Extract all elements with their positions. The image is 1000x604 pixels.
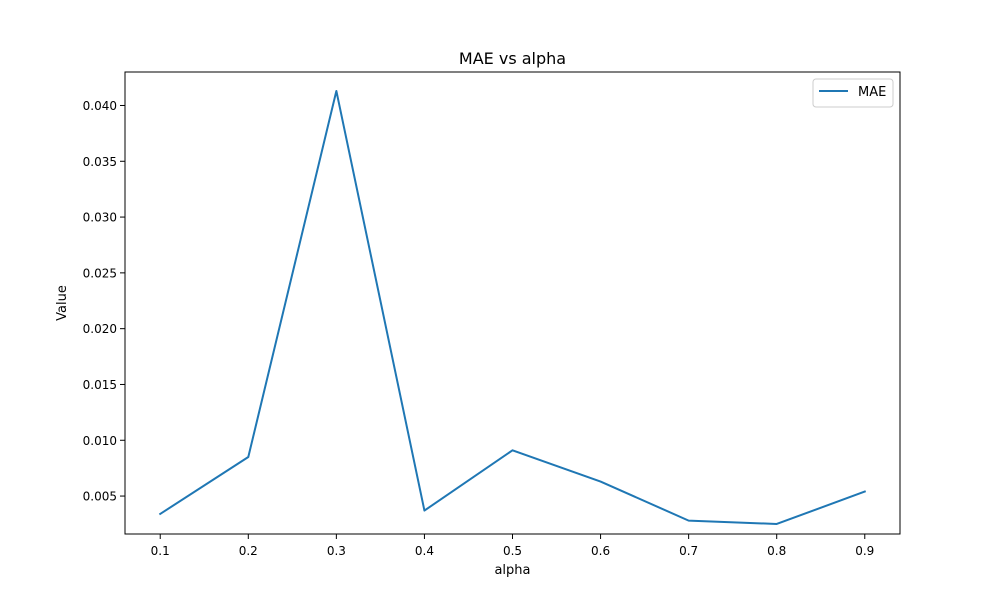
- legend: MAE: [812, 78, 894, 108]
- legend-label: MAE: [858, 85, 886, 100]
- series-layer: [158, 89, 867, 525]
- y-tick-label: 0.005: [83, 490, 117, 504]
- series-line-mae: [158, 89, 867, 525]
- x-tick-label: 0.7: [679, 544, 698, 558]
- y-tick-label: 0.035: [83, 155, 117, 169]
- y-tick-label: 0.025: [83, 266, 117, 280]
- legend-box: [812, 78, 894, 108]
- chart-title: MAE vs alpha: [459, 49, 566, 68]
- x-tick-label: 0.5: [503, 544, 522, 558]
- plot-frame: [124, 71, 901, 535]
- y-tick-label: 0.030: [83, 211, 117, 225]
- x-tick-label: 0.4: [415, 544, 434, 558]
- y-axis: 0.005 0.010 0.015 0.020 0.025 0.030 0.035 0.040: [83, 99, 125, 504]
- x-tick-label: 0.6: [591, 544, 610, 558]
- y-tick-label: 0.020: [83, 322, 117, 336]
- x-tick-label: 0.1: [151, 544, 170, 558]
- x-tick-label: 0.9: [855, 544, 874, 558]
- x-tick-label: 0.8: [767, 544, 786, 558]
- y-tick-label: 0.015: [83, 378, 117, 392]
- y-axis-label: Value: [55, 285, 70, 321]
- y-tick-label: 0.040: [83, 99, 117, 113]
- x-tick-label: 0.2: [239, 544, 258, 558]
- y-tick-label: 0.010: [83, 434, 117, 448]
- x-tick-label: 0.3: [327, 544, 346, 558]
- x-axis-label: alpha: [494, 563, 530, 578]
- x-axis: 0.1 0.2 0.3 0.4 0.5 0.6 0.7 0.8 0.9: [151, 534, 874, 558]
